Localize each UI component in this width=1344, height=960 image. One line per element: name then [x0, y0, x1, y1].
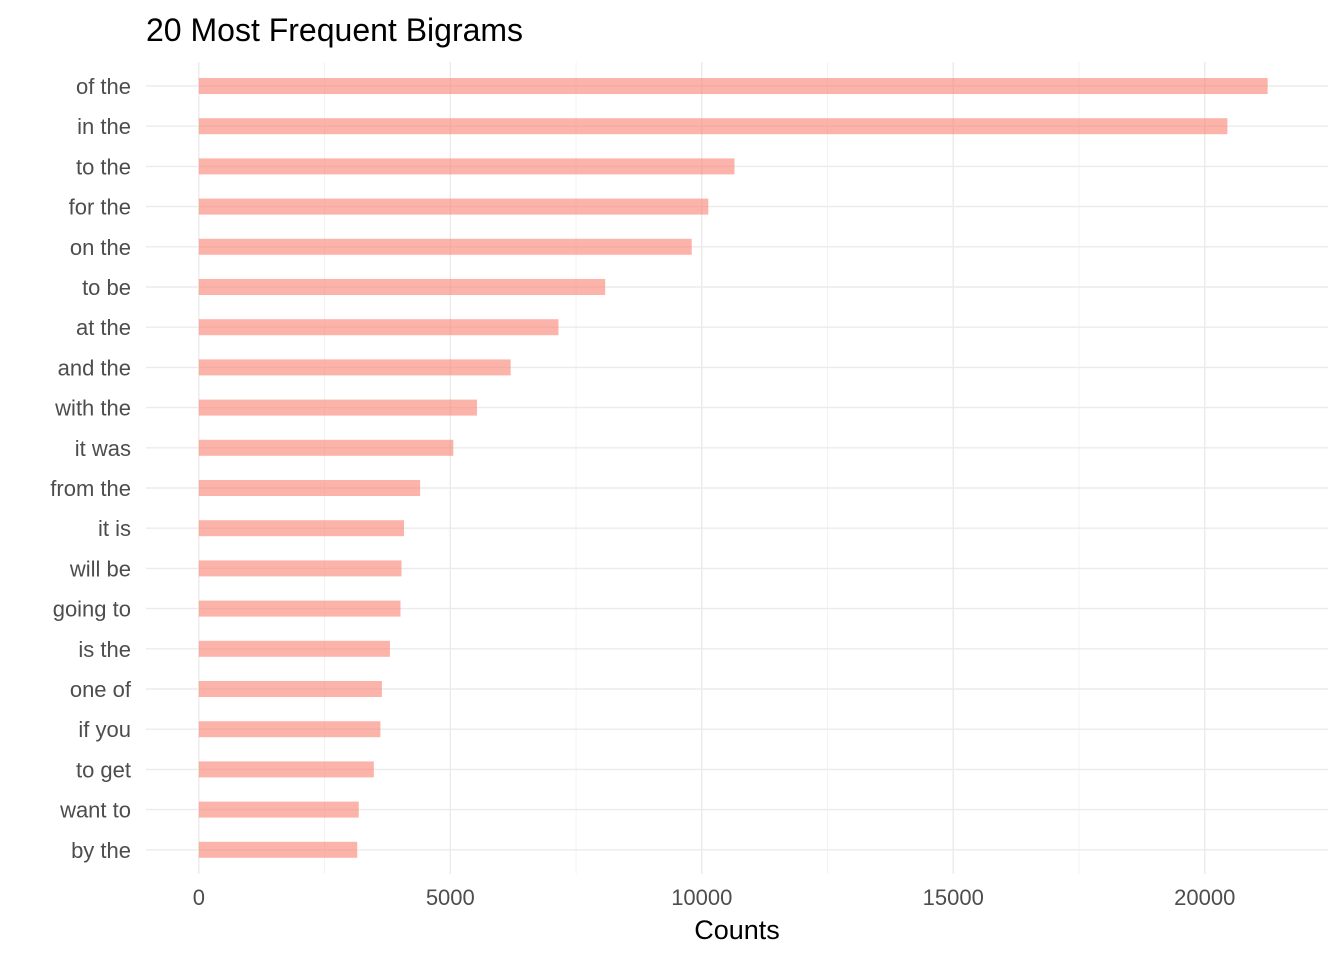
- y-tick-label: to the: [76, 154, 131, 179]
- x-tick-label: 0: [193, 885, 205, 910]
- chart-title: 20 Most Frequent Bigrams: [146, 12, 523, 48]
- bar: [198, 158, 735, 175]
- bar: [198, 600, 401, 617]
- y-tick-label: want to: [59, 798, 131, 823]
- y-tick-label: it is: [98, 516, 131, 541]
- y-tick-label: for the: [69, 195, 131, 220]
- y-tick-label: with the: [54, 396, 131, 421]
- bar: [198, 640, 390, 657]
- y-tick-label: and the: [58, 355, 131, 380]
- y-tick-labels: of the in the to the for the on the to be at t…: [50, 74, 132, 863]
- bar: [198, 399, 477, 416]
- bar-layer: [198, 78, 1268, 858]
- x-tick-label: 20000: [1174, 885, 1235, 910]
- grid-layer: [146, 62, 1328, 874]
- bar: [198, 841, 358, 858]
- y-tick-label: will be: [69, 556, 131, 581]
- x-tick-labels: 0 5000 10000 15000 20000: [193, 885, 1236, 910]
- bar: [198, 359, 511, 376]
- y-tick-label: is the: [78, 637, 131, 662]
- y-tick-label: going to: [53, 597, 131, 622]
- bar: [198, 198, 709, 215]
- bar: [198, 520, 405, 537]
- x-tick-label: 10000: [671, 885, 732, 910]
- y-tick-label: to be: [82, 275, 131, 300]
- bar: [198, 801, 359, 818]
- y-tick-label: if you: [78, 717, 131, 742]
- y-tick-label: at the: [76, 315, 131, 340]
- bar: [198, 78, 1268, 94]
- bar: [198, 681, 382, 697]
- x-tick-label: 15000: [923, 885, 984, 910]
- y-tick-label: it was: [75, 436, 131, 461]
- bar: [198, 319, 559, 336]
- y-tick-label: from the: [50, 476, 131, 501]
- bar: [198, 560, 402, 577]
- y-tick-label: on the: [70, 235, 131, 260]
- x-tick-label: 5000: [426, 885, 475, 910]
- y-tick-label: by the: [71, 838, 131, 863]
- x-axis-title: Counts: [694, 915, 780, 945]
- y-tick-label: to get: [76, 757, 131, 782]
- y-tick-label: of the: [76, 74, 131, 99]
- y-tick-label: one of: [70, 677, 132, 702]
- bar: [198, 118, 1228, 135]
- y-tick-label: in the: [77, 114, 131, 139]
- bar: [198, 439, 454, 456]
- bar: [198, 480, 421, 496]
- bar: [198, 279, 606, 295]
- bar: [198, 721, 381, 738]
- bar: [198, 238, 692, 255]
- bar: [198, 761, 374, 778]
